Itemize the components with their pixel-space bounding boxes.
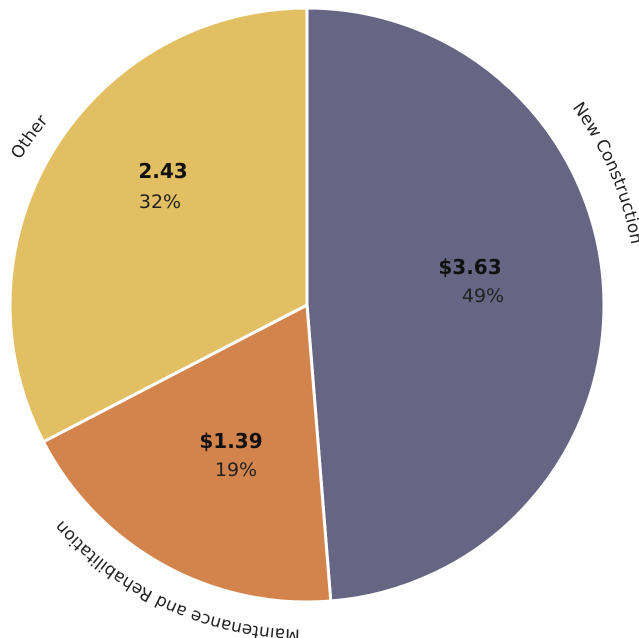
pie-slice-maintenance-and-rehabilitation bbox=[41, 302, 333, 604]
slice-percent-maintenance: 19% bbox=[215, 459, 257, 481]
pie-slices bbox=[8, 6, 606, 604]
slice-category-other: Other bbox=[7, 111, 52, 162]
slice-value-maintenance: $1.39 bbox=[199, 429, 262, 453]
pie-slice-other bbox=[8, 6, 309, 444]
pie-slice-new-construction bbox=[305, 6, 606, 603]
slice-percent-new-construction: 49% bbox=[462, 285, 504, 307]
slice-percent-other: 32% bbox=[139, 191, 181, 213]
slice-value-other: 2.43 bbox=[138, 159, 187, 183]
slice-value-new-construction: $3.63 bbox=[438, 255, 501, 279]
